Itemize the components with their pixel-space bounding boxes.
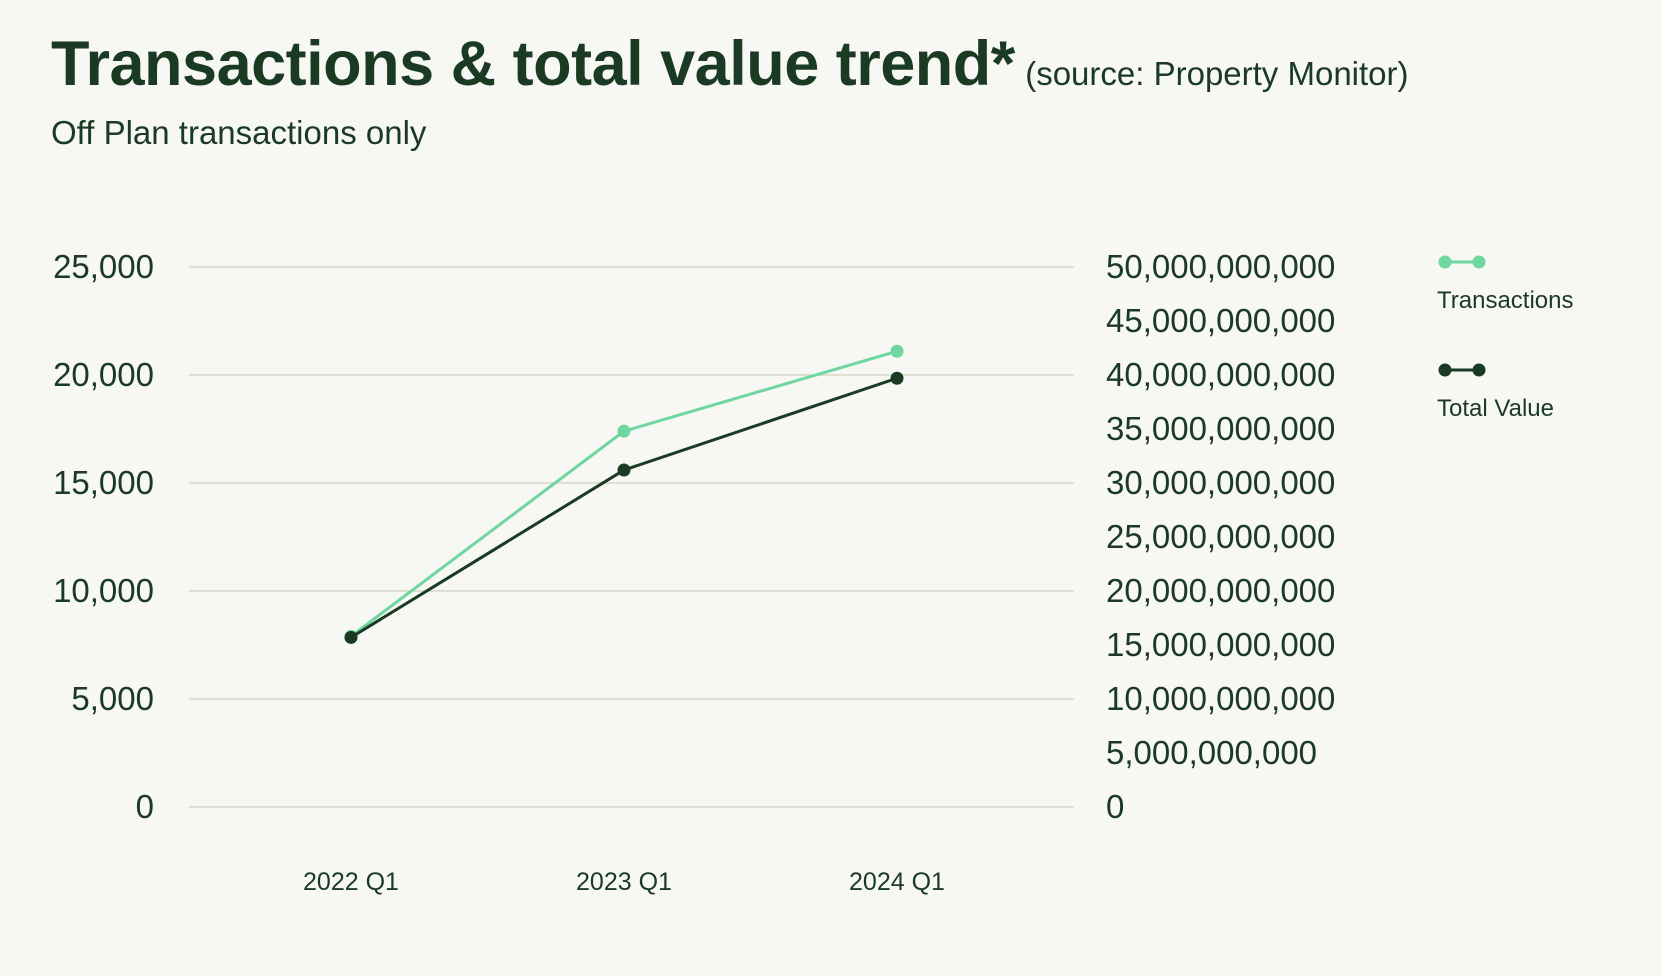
left-axis-tick-label: 10,000 [53,572,154,609]
right-axis-tick-label: 15,000,000,000 [1106,626,1335,663]
right-axis-tick-label: 0 [1106,788,1124,825]
right-axis-tick-label: 5,000,000,000 [1106,734,1317,771]
left-axis-tick-label: 20,000 [53,356,154,393]
series-line-transactions [350,349,898,638]
right-axis-tick-label: 45,000,000,000 [1106,302,1335,339]
chart-subtitle: Off Plan transactions only [51,114,427,151]
x-axis-tick-label: 2023 Q1 [576,868,672,896]
right-axis-tick-label: 25,000,000,000 [1106,518,1335,555]
legend-marker-transactions [1438,255,1452,269]
chart-header: Transactions & total value trend* (sourc… [51,28,1642,100]
right-axis-tick-label: 30,000,000,000 [1106,464,1335,501]
legend-marker-total-value [1472,363,1486,377]
legend-label-total-value: Total Value [1437,395,1554,422]
right-axis-tick-label: 10,000,000,000 [1106,680,1335,717]
legend-marker-transactions [1472,255,1486,269]
title-row: Transactions & total value trend* (sourc… [51,28,1642,100]
data-point-total-value [617,463,631,477]
right-axis-tick-label: 40,000,000,000 [1106,356,1335,393]
left-axis-tick-label: 5,000 [71,680,154,717]
legend-label-transactions: Transactions [1437,287,1574,314]
chart-source: (source: Property Monitor) [1025,55,1409,92]
right-axis-tick-label: 35,000,000,000 [1106,410,1335,447]
legend-marker-total-value [1438,363,1452,377]
left-axis-tick-label: 25,000 [53,248,154,285]
left-axis-tick-label: 0 [136,788,154,825]
data-point-total-value [344,630,358,644]
data-point-transactions [890,344,904,358]
left-axis-tick-label: 15,000 [53,464,154,501]
right-axis-tick-label: 50,000,000,000 [1106,248,1335,285]
data-point-transactions [617,424,631,438]
x-axis-tick-label: 2024 Q1 [849,868,945,896]
right-axis-tick-label: 20,000,000,000 [1106,572,1335,609]
x-axis-tick-label: 2022 Q1 [303,868,399,896]
series-line-total-value [350,376,898,639]
chart-title: Transactions & total value trend* [51,29,1015,99]
data-point-total-value [890,371,904,385]
